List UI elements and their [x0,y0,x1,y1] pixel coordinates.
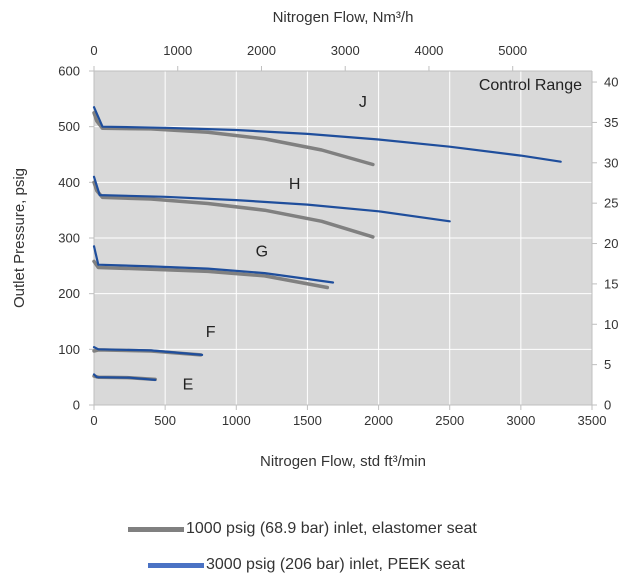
legend-label-peek: 3000 psig (206 bar) inlet, PEEK seat [206,556,465,573]
y-right-tick-label: 0 [604,398,611,413]
y-right-tick-label: 40 [604,75,618,90]
y-tick-label: 400 [58,175,80,190]
x-tick-label: 3500 [578,413,607,428]
series-1-curve-0 [92,106,562,163]
series-1-curve-4 [92,373,157,381]
x-axis-title-top: Nitrogen Flow, Nm³/h [273,9,414,26]
y-right-tick-label: 20 [604,236,618,251]
y-tick-label: 500 [58,119,80,134]
control-range-annotation: Control Range [479,77,582,94]
tick-labels: 0 500 1000 1500 2000 2500 3000 3500010020030040… [58,43,618,428]
legend-entry-peek: 3000 psig (206 bar) inlet, PEEK seat [148,556,465,574]
x-top-tick-label: 5000 [498,43,527,58]
y-tick-label: 300 [58,231,80,246]
y-right-tick-label: 30 [604,155,618,170]
x-tick-label: 500 [154,413,176,428]
series-1-curve-3 [92,346,204,356]
legend-swatch-elastomer [128,526,184,532]
y-right-tick-label: 35 [604,115,618,130]
x-tick-label: 3000 [506,413,535,428]
y-tick-label: 200 [58,286,80,301]
y-right-tick-label: 5 [604,357,611,372]
curve-label-h: H [289,176,301,193]
curves [92,106,562,382]
curve-labels: J H G F E [183,94,367,393]
y-right-tick-label: 15 [604,276,618,291]
x-top-tick-label: 0 [90,43,97,58]
y-tick-label: 100 [58,342,80,357]
series-1-curve-2 [92,245,335,284]
chart-svg: 0 500 1000 1500 2000 2500 3000 3500010020030040… [11,9,618,470]
x-top-tick-label: 3000 [331,43,360,58]
y-tick-label: 600 [58,64,80,79]
y-axis-title-left: Outlet Pressure, psig [11,168,28,308]
series-0-curve-0 [92,111,375,167]
legend-entry-elastomer: 1000 psig (68.9 bar) inlet, elastomer se… [128,520,477,538]
x-tick-label: 1500 [293,413,322,428]
series-1-curve-1 [92,175,451,223]
y-right-tick-label: 25 [604,196,618,211]
y-tick-label: 0 [73,398,80,413]
x-axis-title-bottom: Nitrogen Flow, std ft³/min [260,453,426,470]
x-top-tick-label: 1000 [163,43,192,58]
curve-label-g: G [256,243,268,260]
legend-swatch-peek [148,562,204,568]
x-top-tick-label: 2000 [247,43,276,58]
x-tick-label: 2500 [435,413,464,428]
curve-label-e: E [183,376,194,393]
legend-label-elastomer: 1000 psig (68.9 bar) inlet, elastomer se… [186,520,477,537]
grid-lines [94,71,592,405]
x-tick-label: 2000 [364,413,393,428]
y-right-tick-label: 10 [604,317,618,332]
x-tick-label: 1000 [222,413,251,428]
x-tick-label: 0 [90,413,97,428]
curve-label-f: F [206,324,216,341]
curve-label-j: J [359,94,367,111]
x-top-tick-label: 4000 [414,43,443,58]
series-0-curve-2 [92,259,330,290]
